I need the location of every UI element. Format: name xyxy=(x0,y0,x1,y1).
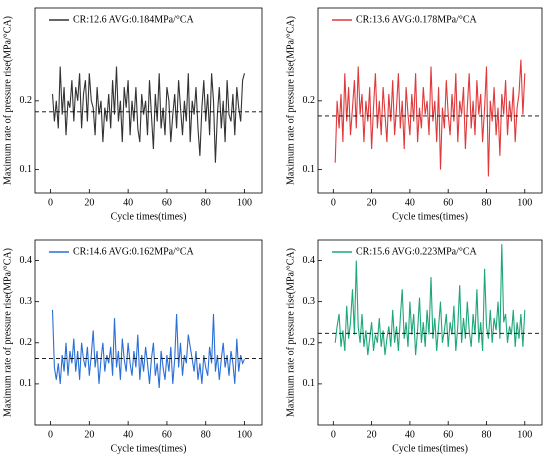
legend-label: CR:12.6 AVG:0.184MPa/°CA xyxy=(73,14,195,25)
legend-label: CR:13.6 AVG:0.178MPa/°CA xyxy=(356,14,478,25)
data-line xyxy=(334,244,526,356)
y-tick-label: 0.3 xyxy=(303,296,316,307)
x-tick-label: 100 xyxy=(517,429,532,440)
data-line xyxy=(51,66,246,163)
y-axis-label: Maximum rate of pressure rise(MPa/°CA) xyxy=(285,248,296,417)
x-tick-label: 0 xyxy=(331,197,336,208)
x-axis-label: Cycle times(times) xyxy=(392,211,468,222)
x-axis-label: Cycle times(times) xyxy=(392,443,468,454)
chart-panel: 0.1 0.2 0 20 40 60 80 100 Cycle times(times) Maxi… xyxy=(2,7,263,222)
y-tick-label: 0.2 xyxy=(20,337,33,348)
legend-label: CR:14.6 AVG:0.162MPa/°CA xyxy=(73,246,195,257)
chart-panel: 0.1 0.2 0.3 0.4 0 20 40 60 80 100 Cycle times(time… xyxy=(285,239,543,454)
chart-panel: 0.1 0.2 0.3 0.4 0 20 40 60 80 100 Cycle times(time… xyxy=(2,239,263,454)
x-tick-label: 20 xyxy=(367,197,377,208)
y-axis-label: Maximum rate of pressure rise(MPa/°CA) xyxy=(2,248,13,417)
y-tick-label: 0.3 xyxy=(20,296,33,307)
x-axis-label: Cycle times(times) xyxy=(111,211,187,222)
y-axis-label: Maximum rate of pressure rise(MPa/°CA) xyxy=(2,16,13,185)
y-tick-label: 0.1 xyxy=(303,378,316,389)
x-tick-label: 80 xyxy=(201,429,211,440)
x-tick-label: 20 xyxy=(84,197,94,208)
x-tick-label: 0 xyxy=(48,429,53,440)
x-tick-label: 60 xyxy=(162,197,172,208)
x-tick-label: 40 xyxy=(123,429,133,440)
x-tick-label: 80 xyxy=(201,197,211,208)
x-tick-label: 40 xyxy=(405,197,415,208)
y-tick-label: 0.2 xyxy=(303,337,316,348)
y-tick-label: 0.1 xyxy=(20,164,33,175)
x-tick-label: 60 xyxy=(443,429,453,440)
x-tick-label: 100 xyxy=(517,197,532,208)
x-tick-label: 60 xyxy=(162,429,172,440)
y-tick-label: 0.2 xyxy=(303,95,316,106)
data-line xyxy=(334,59,526,177)
legend-label: CR:15.6 AVG:0.223MPa/°CA xyxy=(356,246,478,257)
x-tick-label: 0 xyxy=(48,197,53,208)
x-tick-label: 40 xyxy=(123,197,133,208)
x-tick-label: 80 xyxy=(481,429,491,440)
plot-frame xyxy=(34,239,263,426)
y-tick-label: 0.4 xyxy=(20,255,33,266)
x-tick-label: 20 xyxy=(84,429,94,440)
x-tick-label: 0 xyxy=(331,429,336,440)
y-tick-label: 0.4 xyxy=(303,255,316,266)
x-tick-label: 100 xyxy=(237,429,252,440)
x-axis-label: Cycle times(times) xyxy=(111,443,187,454)
x-tick-label: 40 xyxy=(405,429,415,440)
x-tick-label: 60 xyxy=(443,197,453,208)
y-tick-label: 0.2 xyxy=(20,95,33,106)
y-axis-label: Maximum rate of pressure rise(MPa/°CA) xyxy=(285,16,296,185)
data-line xyxy=(51,309,245,389)
x-tick-label: 80 xyxy=(481,197,491,208)
x-tick-label: 100 xyxy=(237,197,252,208)
y-tick-label: 0.1 xyxy=(303,164,316,175)
chart-panel: 0.1 0.2 0 20 40 60 80 100 Cycle times(times) Maxi… xyxy=(285,7,543,222)
plot-frame xyxy=(317,239,543,426)
y-tick-label: 0.1 xyxy=(20,378,33,389)
x-tick-label: 20 xyxy=(367,429,377,440)
